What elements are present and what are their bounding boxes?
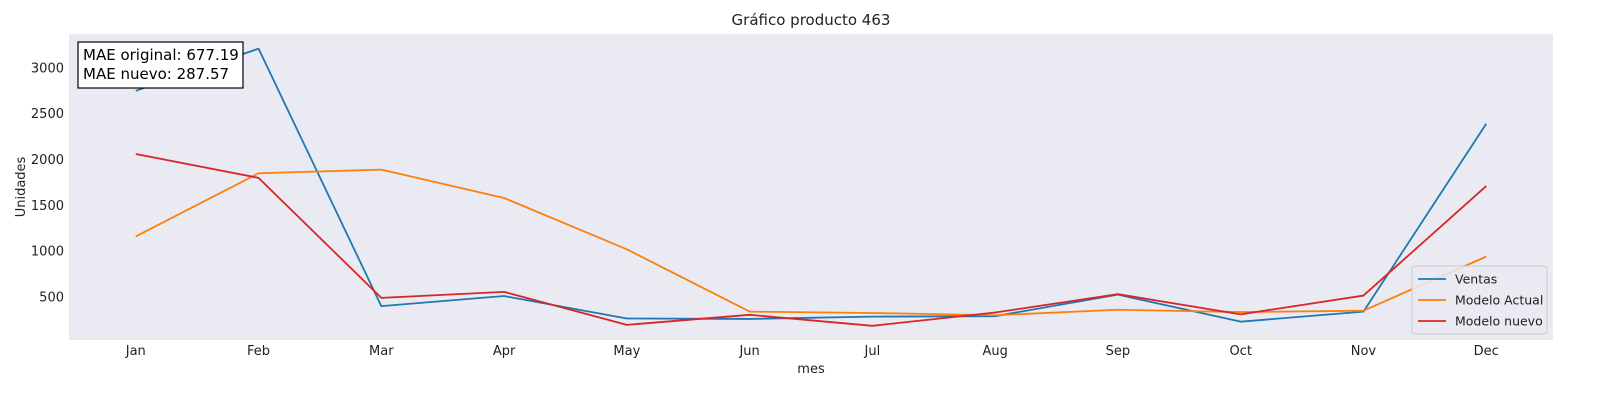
x-tick-label: Mar [369, 344, 394, 359]
series-line-ventas [135, 47, 1487, 323]
x-tick-label: Jan [125, 344, 146, 359]
x-tick-label: Aug [982, 344, 1007, 359]
y-axis-ticks: 500 1000 1500 2000 2500 3000 [31, 61, 64, 305]
y-tick-label: 1000 [31, 245, 64, 260]
legend-label-modelo-actual: Modelo Actual [1455, 293, 1543, 308]
x-tick-label: Oct [1229, 344, 1251, 359]
mae-annotation-box: MAE original: 677.19 MAE nuevo: 287.57 [77, 41, 244, 89]
y-axis-label: Unidades [14, 156, 29, 217]
legend-frame [1411, 265, 1548, 335]
x-axis-ticks: Jan Feb Mar Apr May Jun Jul Aug Sep Oct Nov Dec [125, 344, 1499, 359]
legend: Ventas Modelo Actual Modelo nuevo [1411, 265, 1548, 335]
plot-area [69, 34, 1553, 340]
x-axis-label: mes [797, 362, 825, 377]
series-lines [135, 47, 1487, 327]
x-tick-label: Jun [738, 344, 759, 359]
mae-nuevo-text: MAE nuevo: 287.57 [83, 65, 229, 83]
legend-label-ventas: Ventas [1455, 272, 1497, 287]
y-tick-label: 2500 [31, 107, 64, 122]
series-line-modelo-nuevo [135, 153, 1487, 327]
x-tick-label: Sep [1106, 344, 1131, 359]
x-tick-label: May [613, 344, 640, 359]
x-tick-label: Dec [1474, 344, 1499, 359]
chart-title: Gráfico producto 463 [732, 11, 891, 29]
y-tick-label: 2000 [31, 153, 64, 168]
x-tick-label: Nov [1351, 344, 1377, 359]
legend-label-modelo-nuevo: Modelo nuevo [1455, 314, 1543, 329]
x-tick-label: Jul [864, 344, 881, 359]
y-tick-label: 500 [39, 290, 64, 305]
x-tick-label: Feb [247, 344, 270, 359]
y-tick-label: 1500 [31, 199, 64, 214]
y-tick-label: 3000 [31, 61, 64, 76]
mae-original-text: MAE original: 677.19 [83, 46, 239, 64]
x-tick-label: Apr [493, 344, 516, 359]
